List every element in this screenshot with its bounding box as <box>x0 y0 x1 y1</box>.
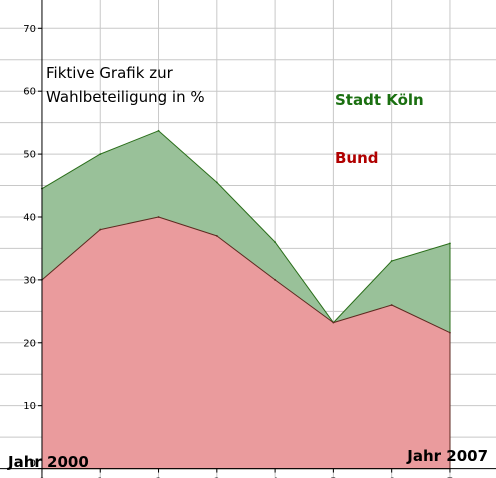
legend-stadt-koeln: Stadt Köln <box>335 91 424 109</box>
data-point-bund-3 <box>215 234 218 237</box>
y-tick-labels: 0 10 20 30 40 50 60 70 <box>23 24 42 470</box>
y-tick-label-40: 40 <box>23 212 36 223</box>
x-tick-label-2: 2 <box>155 477 161 478</box>
x-end-label: Jahr 2007 <box>406 447 488 465</box>
data-point-bund-6 <box>390 304 393 306</box>
data-point-stadt-koeln-6 <box>390 260 393 262</box>
chart-title-line-1: Fiktive Grafik zur <box>46 64 174 82</box>
x-tick-label-6: 6 <box>388 477 394 478</box>
data-point-stadt-koeln-3 <box>215 181 218 184</box>
x-tick-label-1: 1 <box>97 477 103 478</box>
data-point-stadt-koeln-1 <box>99 153 102 155</box>
data-point-bund-4 <box>274 278 277 281</box>
data-point-bund-5 <box>332 321 335 324</box>
area-series <box>41 129 451 470</box>
data-point-stadt-koeln-2 <box>157 129 160 132</box>
x-tick-label-3: 3 <box>214 477 220 478</box>
data-point-bund-7 <box>449 331 451 334</box>
data-point-bund-2 <box>157 216 160 218</box>
y-tick-label-10: 10 <box>23 401 36 412</box>
data-point-bund-1 <box>99 228 102 231</box>
chart-title-line-2: Wahlbeteiligung in % <box>46 88 205 106</box>
legend-bund: Bund <box>335 149 379 167</box>
y-tick-label-70: 70 <box>23 24 36 35</box>
x-tick-label-4: 4 <box>272 477 278 478</box>
y-tick-label-0: 0 <box>30 459 36 470</box>
y-tick-label-60: 60 <box>23 87 36 98</box>
y-tick-label-30: 30 <box>23 275 36 286</box>
x-start-label: Jahr 2000 <box>7 453 89 471</box>
x-tick-label-7: 7 <box>447 477 453 478</box>
y-tick-label-20: 20 <box>23 338 36 349</box>
data-point-stadt-koeln-7 <box>449 242 451 245</box>
x-tick-label-5: 5 <box>330 477 336 478</box>
x-tick-label-0: 0 <box>39 477 45 478</box>
y-tick-label-50: 50 <box>23 150 36 161</box>
x-tick-labels: 0 1 2 3 4 5 6 7 <box>39 468 453 478</box>
data-point-stadt-koeln-4 <box>274 241 277 244</box>
